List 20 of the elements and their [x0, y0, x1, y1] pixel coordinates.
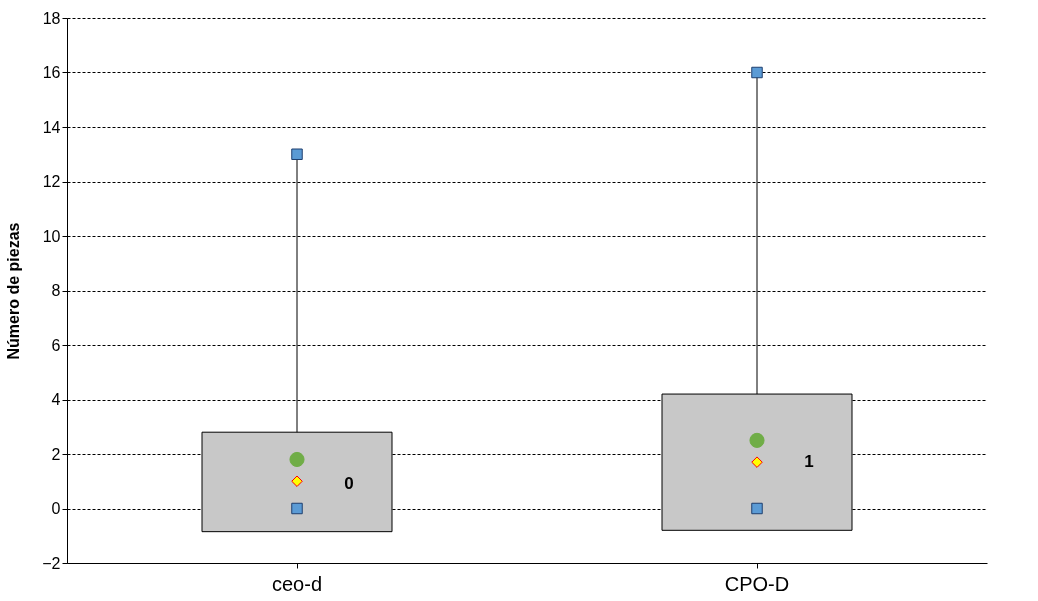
point	[291, 502, 303, 515]
y-tick-label: −2	[42, 554, 61, 572]
y-tick-label: 16	[42, 64, 61, 81]
point	[751, 502, 763, 515]
annotation: 0	[344, 473, 354, 493]
point	[751, 66, 763, 79]
y-tick-label: 6	[51, 336, 61, 354]
y-tick-label: 4	[51, 391, 61, 408]
y-tick-label: 10	[42, 227, 61, 245]
y-tick-label: 18	[42, 9, 61, 27]
y-tick-label: 12	[42, 173, 61, 190]
x-tick-label: CPO-D	[724, 572, 790, 595]
y-tick-label: 2	[51, 445, 61, 463]
y-tick-label: 8	[51, 282, 61, 299]
point	[291, 148, 303, 160]
y-tick-label: 14	[42, 118, 61, 136]
y-tick-label: 0	[51, 500, 61, 517]
y-axis-title: Número de piezas	[5, 222, 23, 360]
annotation: 1	[804, 452, 814, 472]
x-tick-label: ceo-d	[271, 572, 323, 595]
